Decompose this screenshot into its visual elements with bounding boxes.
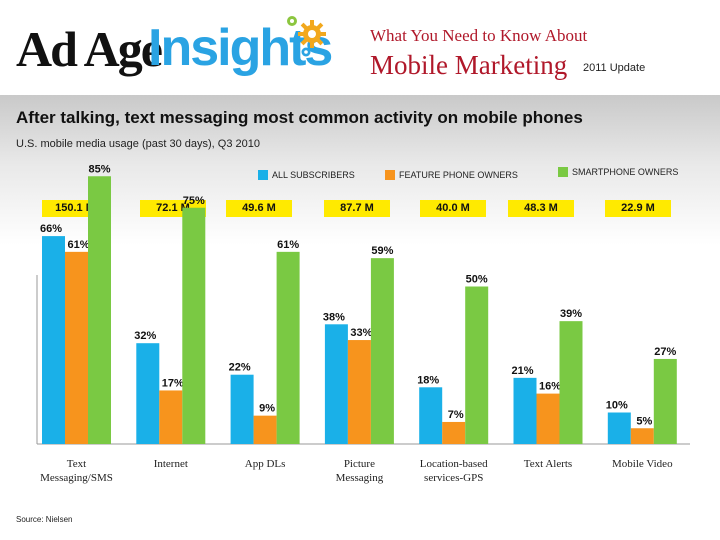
header: Ad Age Insights What You Need to Know Ab… <box>0 0 720 95</box>
data-label-all-0: 66% <box>40 223 62 235</box>
legend-label-feature: FEATURE PHONE OWNERS <box>399 170 518 180</box>
bar-all-5 <box>513 377 537 444</box>
legend-swatch-all <box>258 170 268 180</box>
count-box-mobile-video: 22.9 M <box>605 200 671 217</box>
source-note: Source: Nielsen <box>16 515 73 524</box>
small-gear-icon <box>287 16 297 26</box>
header-title: Mobile Marketing <box>370 50 568 80</box>
bar-all-6 <box>607 412 631 444</box>
category-label-line: App DLs <box>245 458 286 470</box>
header-subtitle: What You Need to Know About <box>370 26 588 45</box>
bar-smartphone-0 <box>88 176 111 444</box>
category-label-4: Location-based services-GPS <box>420 458 488 484</box>
bar-feature-0 <box>65 251 88 444</box>
legend-label-smartphone: SMARTPHONE OWNERS <box>572 167 679 177</box>
logo-insights: Insights <box>148 19 333 77</box>
category-label-line: Messaging <box>336 472 384 484</box>
category-label-0: Text Messaging/SMS <box>40 458 113 484</box>
data-label-smartphone-0: 85% <box>88 163 110 175</box>
data-label-all-4: 18% <box>417 374 439 386</box>
legend-swatch-feature <box>385 170 395 180</box>
count-box-app-dls: 49.6 M <box>226 200 292 217</box>
bar-smartphone-3 <box>370 258 394 444</box>
data-label-smartphone-5: 39% <box>560 308 582 320</box>
bar-feature-2 <box>253 415 277 444</box>
chart-subtitle: U.S. mobile media usage (past 30 days), … <box>16 138 260 150</box>
bar-feature-1 <box>159 390 183 444</box>
category-label-line: Internet <box>154 458 188 470</box>
data-label-feature-6: 5% <box>636 415 652 427</box>
legend-smartphone: SMARTPHONE OWNERS <box>558 167 678 177</box>
legend-swatch-smartphone <box>558 167 568 177</box>
legend-feature-phone: FEATURE PHONE OWNERS <box>385 170 518 180</box>
data-label-feature-3: 33% <box>350 327 372 339</box>
tiny-gear-icon <box>301 47 311 57</box>
count-box-picture-messaging: 87.7 M <box>324 200 390 217</box>
chart-title: After talking, text messaging most commo… <box>16 108 583 127</box>
category-label-line: Messaging/SMS <box>40 472 113 484</box>
bar-feature-5 <box>536 393 560 444</box>
category-label-5: Text Alerts <box>524 458 572 470</box>
category-label-line: services-GPS <box>424 472 483 484</box>
category-label-2: App DLs <box>245 458 286 470</box>
category-label-line: Mobile Video <box>612 458 673 470</box>
data-label-smartphone-1: 75% <box>183 195 205 207</box>
bar-smartphone-4 <box>465 286 489 444</box>
bar-smartphone-5 <box>559 321 583 444</box>
bar-all-1 <box>136 343 160 444</box>
category-label-line: Text <box>67 458 86 470</box>
category-label-line: Location-based <box>420 458 488 470</box>
data-label-feature-1: 17% <box>162 377 184 389</box>
category-label-line: Picture <box>344 458 375 470</box>
bar-all-4 <box>419 387 443 444</box>
count-box-location: 40.0 M <box>420 200 486 217</box>
data-label-smartphone-4: 50% <box>466 274 488 286</box>
bar-all-0 <box>42 236 65 444</box>
category-label-6: Mobile Video <box>612 458 673 470</box>
data-label-all-5: 21% <box>512 365 534 377</box>
bar-smartphone-6 <box>653 358 677 444</box>
data-label-all-1: 32% <box>134 330 156 342</box>
header-update: 2011 Update <box>583 62 646 74</box>
bar-smartphone-1 <box>182 207 206 444</box>
data-label-all-2: 22% <box>229 362 251 374</box>
count-box-text-alerts: 48.3 M <box>508 200 574 217</box>
bar-feature-6 <box>630 428 654 444</box>
category-label-3: Picture Messaging <box>336 458 384 484</box>
bar-feature-3 <box>347 340 371 444</box>
bar-smartphone-2 <box>276 251 300 444</box>
data-label-all-3: 38% <box>323 311 345 323</box>
gear-icon <box>298 20 326 48</box>
data-label-smartphone-3: 59% <box>371 245 393 257</box>
bar-feature-4 <box>442 421 466 444</box>
category-label-1: Internet <box>154 458 188 470</box>
data-label-smartphone-2: 61% <box>277 239 299 251</box>
legend-all-subscribers: ALL SUBSCRIBERS <box>258 170 355 180</box>
bar-all-2 <box>230 374 254 444</box>
content-band <box>0 95 720 540</box>
logo-ad-age: Ad Age <box>16 21 163 77</box>
data-label-feature-5: 16% <box>539 381 561 393</box>
data-label-feature-2: 9% <box>259 403 275 415</box>
data-label-feature-0: 61% <box>67 239 89 251</box>
bar-all-3 <box>324 324 348 444</box>
data-label-feature-4: 7% <box>448 409 464 421</box>
data-label-all-6: 10% <box>606 400 628 412</box>
category-label-line: Text Alerts <box>524 458 572 470</box>
legend-label-all: ALL SUBSCRIBERS <box>272 170 355 180</box>
data-label-smartphone-6: 27% <box>654 346 676 358</box>
